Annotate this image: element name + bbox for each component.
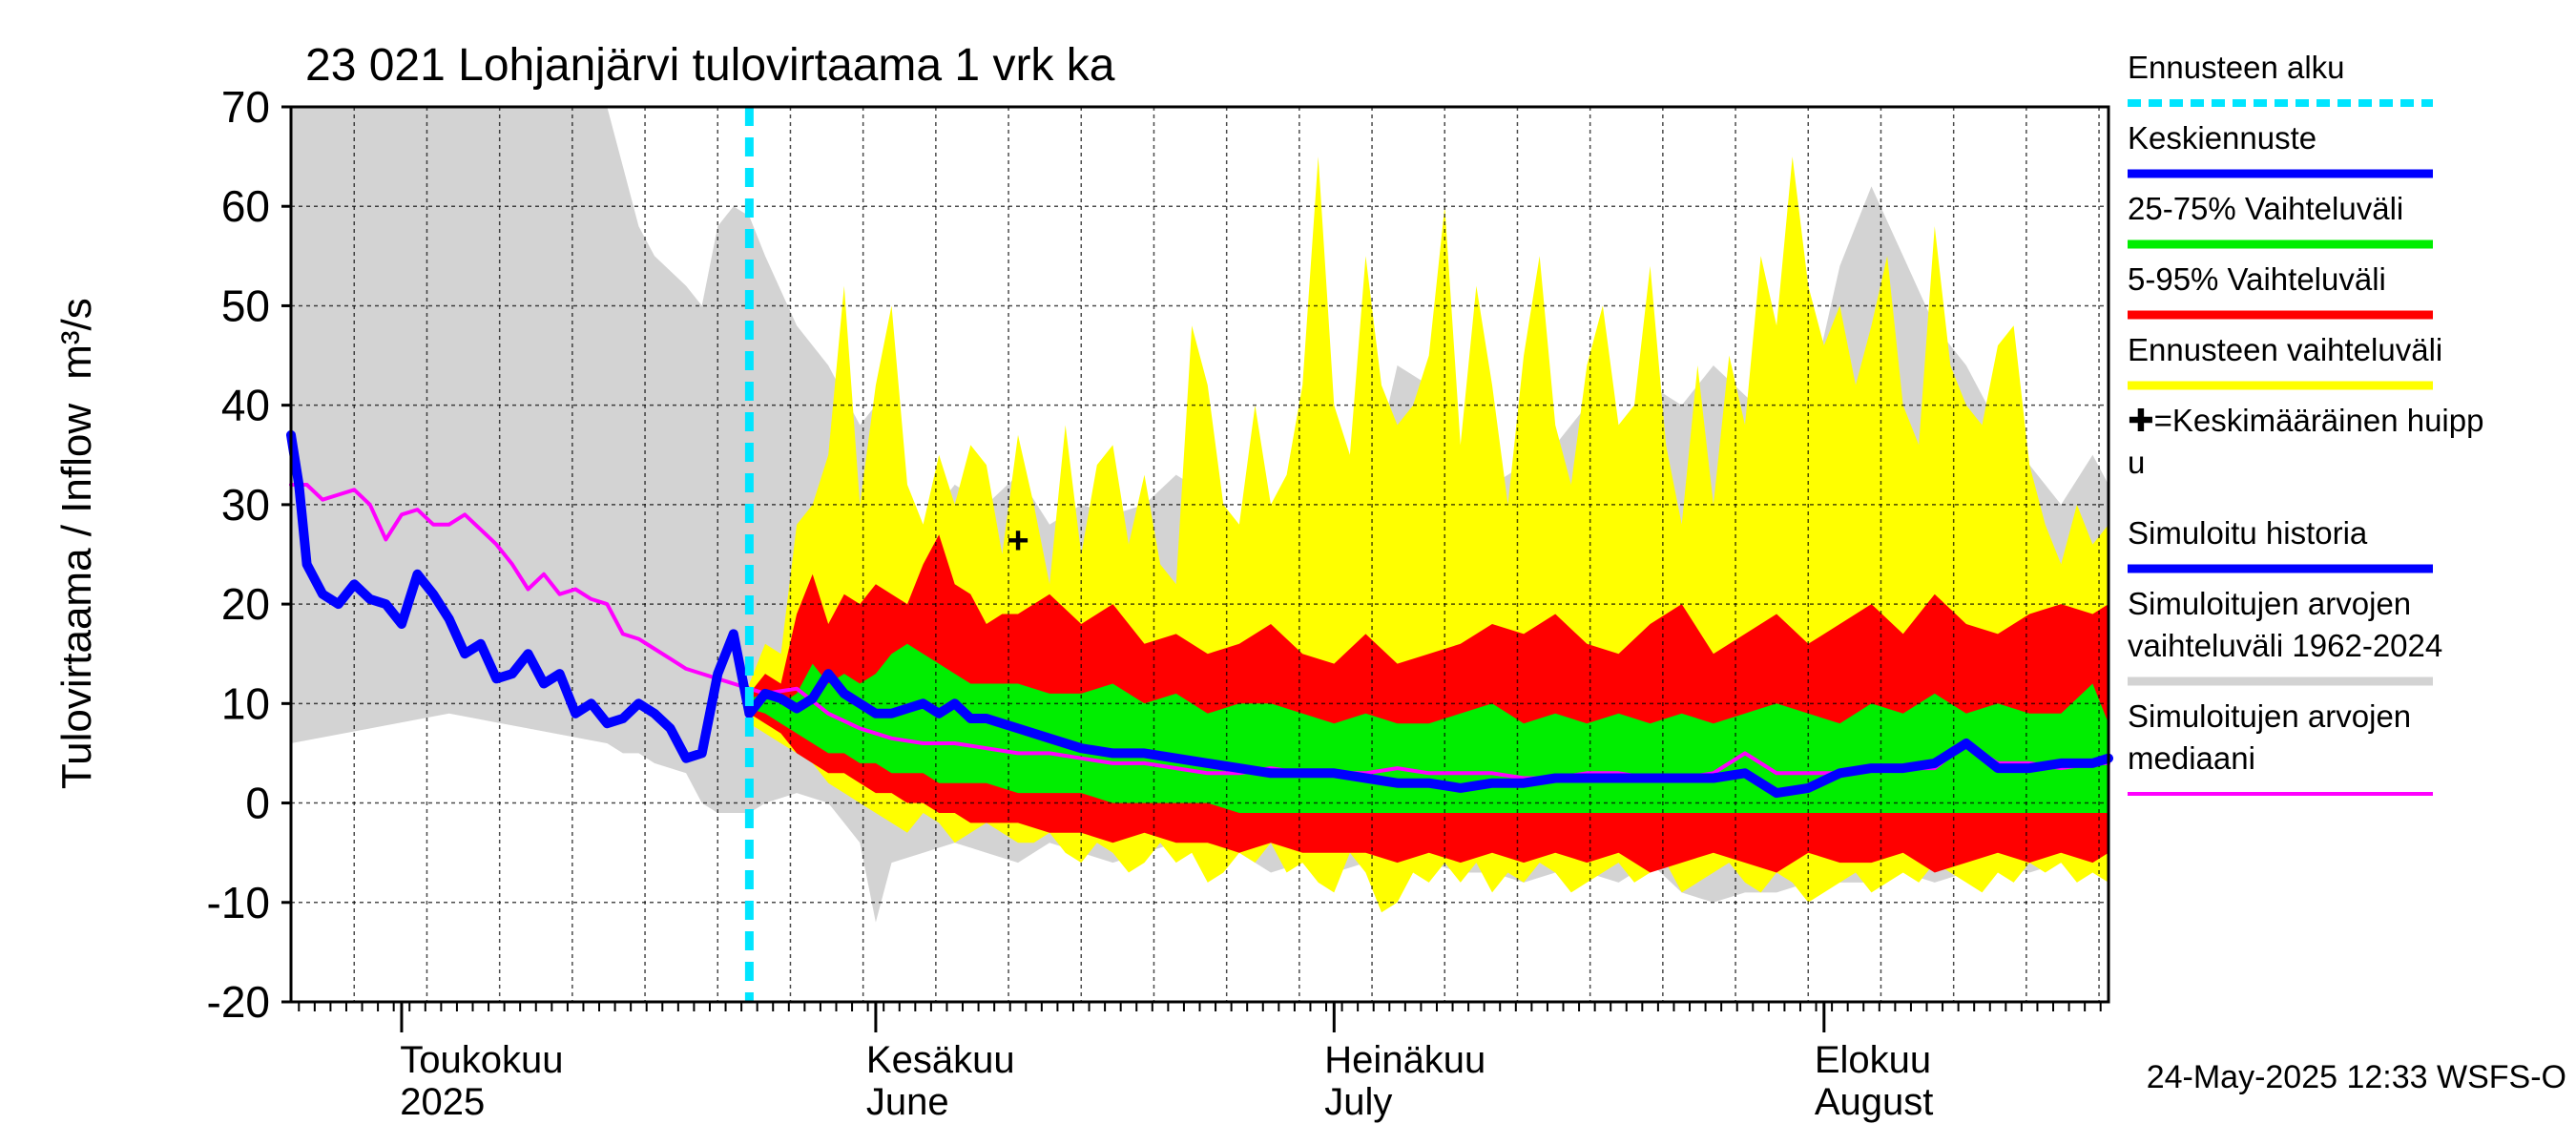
legend-label: Simuloitujen arvojen	[2128, 586, 2411, 621]
x-month-label: Toukokuu	[400, 1039, 563, 1081]
chart-title: 23 021 Lohjanjärvi tulovirtaama 1 vrk ka	[305, 40, 1115, 91]
legend-label: Simuloitu historia	[2128, 515, 2368, 551]
y-tick-label: 30	[221, 480, 270, 530]
y-tick-label: 40	[221, 381, 270, 430]
y-tick-label: -10	[207, 878, 270, 927]
y-tick-label: 50	[221, 281, 270, 330]
x-month-label: Elokuu	[1815, 1039, 1931, 1081]
legend-label: Keskiennuste	[2128, 120, 2316, 156]
y-tick-label: 70	[221, 82, 270, 132]
p25-75-band	[749, 643, 2109, 813]
legend-label: vaihteluväli 1962-2024	[2128, 628, 2442, 663]
simulated-history-line	[286, 429, 755, 763]
legend-label: Ennusteen vaihteluväli	[2128, 332, 2442, 367]
legend-label: Simuloitujen arvojen	[2128, 698, 2411, 734]
legend-label: u	[2128, 445, 2145, 480]
legend-label: mediaani	[2128, 740, 2255, 776]
x-month-label-alt: July	[1324, 1081, 1392, 1123]
y-tick-label: 20	[221, 579, 270, 629]
mean-peak-marker: +	[1007, 519, 1028, 561]
y-axis-unit: m³/s	[53, 298, 100, 380]
forecast-median-line	[744, 669, 2113, 799]
legend-label: Ennusteen alku	[2128, 50, 2345, 85]
y-tick-label: 60	[221, 181, 270, 231]
y-tick-label: 0	[245, 779, 270, 828]
x-month-label: Heinäkuu	[1324, 1039, 1485, 1081]
y-axis-label: Tulovirtaama / Inflow	[53, 404, 100, 790]
legend-label: 25-75% Vaihteluväli	[2128, 191, 2403, 226]
legend-label: ✚=Keskimääräinen huipp	[2128, 403, 2483, 438]
x-month-label-alt: June	[866, 1081, 949, 1123]
x-month-label-alt: 2025	[400, 1081, 485, 1123]
plot-area: +	[286, 105, 2113, 1004]
legend: Ennusteen alku Keskiennuste 25-75% Vaihtel…	[2128, 50, 2483, 796]
x-month-label: Kesäkuu	[866, 1039, 1015, 1081]
y-tick-label: 10	[221, 678, 270, 728]
timestamp-footer: 24-May-2025 12:33 WSFS-O	[2147, 1059, 2566, 1095]
y-axis: 70 60 50 40 30 20 10 0 -10 -20	[207, 82, 291, 1027]
sim-median-line	[289, 483, 2110, 781]
x-month-label-alt: August	[1815, 1081, 1934, 1123]
legend-label: 5-95% Vaihteluväli	[2128, 261, 2386, 297]
y-tick-label: -20	[207, 977, 270, 1027]
